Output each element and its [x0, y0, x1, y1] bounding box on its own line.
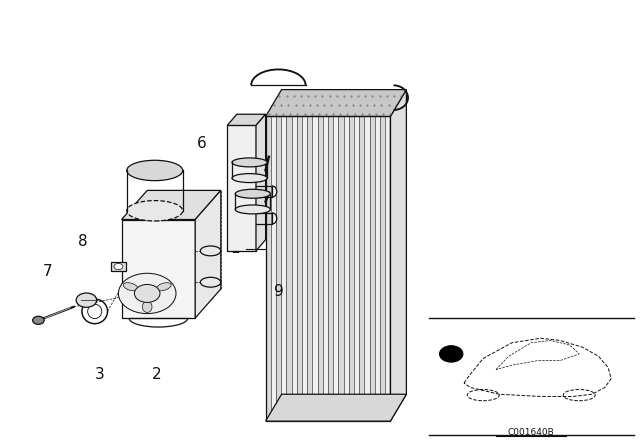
Bar	[266, 116, 390, 421]
Text: 7: 7	[43, 263, 53, 279]
Text: 4: 4	[126, 234, 136, 250]
Bar	[266, 116, 271, 421]
Bar	[344, 116, 349, 421]
Bar	[333, 116, 339, 421]
Text: 3: 3	[94, 366, 104, 382]
Text: 5: 5	[132, 279, 143, 294]
Text: 1: 1	[230, 241, 240, 256]
Bar	[349, 116, 354, 421]
Polygon shape	[266, 394, 406, 421]
Bar	[122, 220, 195, 318]
Bar	[111, 262, 126, 271]
Circle shape	[114, 263, 123, 270]
Bar	[276, 116, 281, 421]
Bar	[227, 125, 256, 251]
Text: 8: 8	[78, 234, 88, 250]
Ellipse shape	[236, 189, 271, 198]
Bar	[375, 116, 380, 421]
Bar	[297, 116, 302, 421]
Ellipse shape	[127, 160, 182, 181]
Bar	[292, 116, 297, 421]
Polygon shape	[390, 90, 406, 421]
Bar	[271, 116, 276, 421]
Text: C001640B: C001640B	[508, 428, 555, 437]
Ellipse shape	[124, 283, 138, 291]
Bar	[359, 116, 364, 421]
Circle shape	[440, 346, 463, 362]
Circle shape	[33, 316, 44, 324]
Polygon shape	[266, 90, 406, 116]
Bar	[328, 116, 333, 421]
Bar	[354, 116, 359, 421]
Bar	[312, 116, 317, 421]
Ellipse shape	[143, 302, 152, 313]
Circle shape	[76, 293, 97, 307]
Text: 6: 6	[196, 136, 207, 151]
Polygon shape	[122, 190, 221, 220]
Polygon shape	[227, 114, 266, 125]
Bar	[370, 116, 375, 421]
Ellipse shape	[157, 283, 171, 291]
Bar	[364, 116, 370, 421]
Bar	[380, 116, 385, 421]
Polygon shape	[256, 114, 266, 251]
Ellipse shape	[127, 201, 182, 221]
Text: 2: 2	[152, 366, 162, 382]
Bar	[339, 116, 344, 421]
Bar	[307, 116, 312, 421]
Bar	[302, 116, 307, 421]
Bar	[281, 116, 287, 421]
Ellipse shape	[236, 205, 271, 214]
Text: 9: 9	[273, 284, 284, 299]
Circle shape	[118, 273, 176, 314]
Bar	[317, 116, 323, 421]
Polygon shape	[195, 190, 221, 318]
Bar	[323, 116, 328, 421]
Bar	[287, 116, 292, 421]
Ellipse shape	[232, 158, 268, 167]
Ellipse shape	[232, 173, 268, 183]
Bar	[385, 116, 390, 421]
Circle shape	[134, 284, 160, 302]
